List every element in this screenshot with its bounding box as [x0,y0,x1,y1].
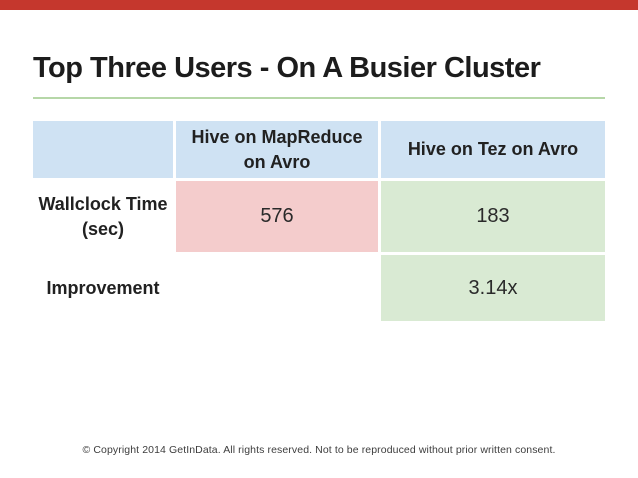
header-cell-mapreduce: Hive on MapReduce on Avro [176,121,378,178]
value-cell-tez-time: 183 [381,181,605,252]
value-cell-mapreduce-improvement [176,255,378,321]
header-cell-tez: Hive on Tez on Avro [381,121,605,178]
row-label-wallclock-time: Wallclock Time (sec) [38,194,168,239]
title-divider [33,97,605,99]
value-cell-tez-improvement: 3.14x [381,255,605,321]
page-title: Top Three Users - On A Busier Cluster [33,52,541,84]
value-cell-mapreduce-time: 576 [176,181,378,252]
comparison-table: Hive on MapReduce on Avro Hive on Tez on… [33,121,605,321]
top-red-bar [0,0,638,10]
header-cell-empty [33,121,173,178]
copyright-text: © Copyright 2014 GetInData. All rights r… [82,444,556,456]
row-label-improvement: Improvement [46,277,160,298]
